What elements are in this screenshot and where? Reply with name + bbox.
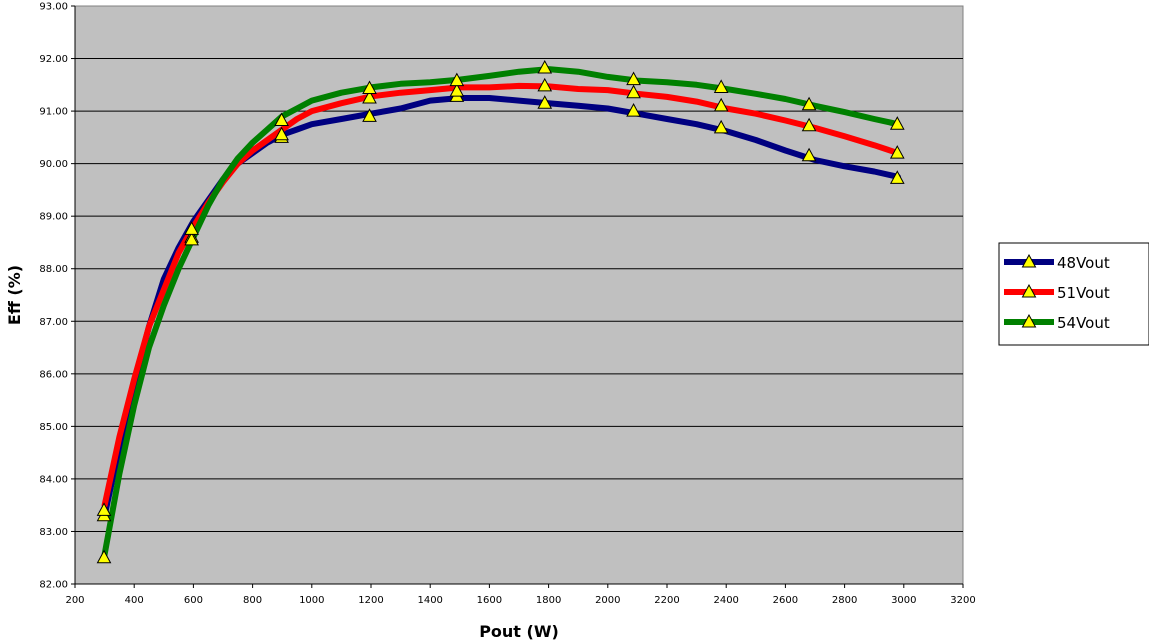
marker-54vout	[449, 72, 465, 87]
marker-54vout	[889, 116, 905, 130]
x-tick-label: 400	[125, 595, 144, 606]
legend-label-51vout: 51Vout	[1057, 284, 1110, 302]
x-tick-label: 2400	[713, 595, 738, 606]
marker-51vout	[184, 231, 199, 246]
y-axis-title: Eff (%)	[5, 265, 24, 325]
marker-51vout	[96, 502, 112, 516]
y-tick-label: 91.00	[39, 107, 68, 118]
x-tick-label: 3000	[891, 595, 916, 606]
marker-48vout	[713, 119, 729, 134]
marker-54vout	[626, 71, 641, 86]
y-tick-label: 83.00	[39, 527, 68, 538]
legend-marker	[1021, 253, 1037, 268]
y-tick-label: 93.00	[39, 2, 68, 13]
marker-48vout	[626, 103, 641, 117]
marker-48vout	[362, 108, 377, 122]
x-tick-label: 3200	[950, 595, 975, 606]
y-tick-label: 92.00	[39, 54, 68, 65]
marker-54vout	[801, 96, 817, 111]
x-tick-label: 800	[243, 595, 262, 606]
marker-54vout	[184, 221, 199, 235]
marker-51vout	[362, 89, 377, 104]
y-tick-labels: 82.00 83.00 84.00 85.00 86.00 87.00 88.00 89.00…	[39, 2, 68, 591]
marker-51vout	[713, 97, 729, 112]
x-tick-label: 2000	[595, 595, 620, 606]
x-tick-label: 200	[65, 595, 84, 606]
y-tick-label: 82.00	[39, 580, 68, 591]
y-tick-label: 87.00	[39, 317, 68, 328]
y-tick-label: 89.00	[39, 212, 68, 223]
x-tick-label: 2800	[832, 595, 857, 606]
grid-lines	[71, 5, 964, 588]
marker-54vout	[713, 79, 729, 93]
marker-48vout	[801, 147, 817, 162]
y-tick-label: 88.00	[39, 264, 68, 275]
x-axis-title: Pout (W)	[479, 622, 559, 641]
marker-51vout	[449, 83, 465, 97]
x-tick-label: 1000	[299, 595, 324, 606]
y-tick-label: 85.00	[39, 422, 68, 433]
marker-54vout	[362, 80, 377, 94]
marker-54vout	[274, 112, 289, 127]
marker-48vout	[537, 95, 553, 109]
x-tick-labels: 200 400 600 800 1000 1200 1400 1600 1800 2000 2200…	[65, 595, 975, 606]
legend-marker	[1021, 313, 1037, 328]
marker-51vout	[274, 126, 289, 141]
legend-label-54vout: 54Vout	[1057, 314, 1110, 332]
y-tick-label: 86.00	[39, 369, 68, 380]
marker-48vout	[889, 170, 905, 184]
legend-items: 48Vout 51Vout 54Vout	[1004, 253, 1110, 332]
marker-54vout	[96, 549, 112, 564]
marker-51vout	[626, 84, 641, 99]
x-tick-label: 600	[184, 595, 203, 606]
x-tick-label: 2600	[773, 595, 798, 606]
marker-51vout	[537, 77, 553, 92]
marker-51vout	[801, 117, 817, 132]
x-tick-label: 2200	[654, 595, 679, 606]
legend: 48Vout 51Vout 54Vout	[998, 242, 1149, 346]
series-markers	[96, 59, 905, 564]
marker-54vout	[537, 59, 553, 74]
marker-51vout	[889, 145, 905, 159]
series-line-54vout	[101, 66, 901, 561]
legend-marker	[1021, 283, 1037, 298]
legend-label-48vout: 48Vout	[1057, 254, 1110, 272]
y-tick-label: 84.00	[39, 474, 68, 485]
plot-area	[74, 5, 964, 585]
x-tick-label: 1400	[417, 595, 442, 606]
x-tick-label: 1200	[358, 595, 383, 606]
y-tick-label: 90.00	[39, 159, 68, 170]
x-tick-label: 1600	[477, 595, 502, 606]
x-tick-label: 1800	[536, 595, 561, 606]
